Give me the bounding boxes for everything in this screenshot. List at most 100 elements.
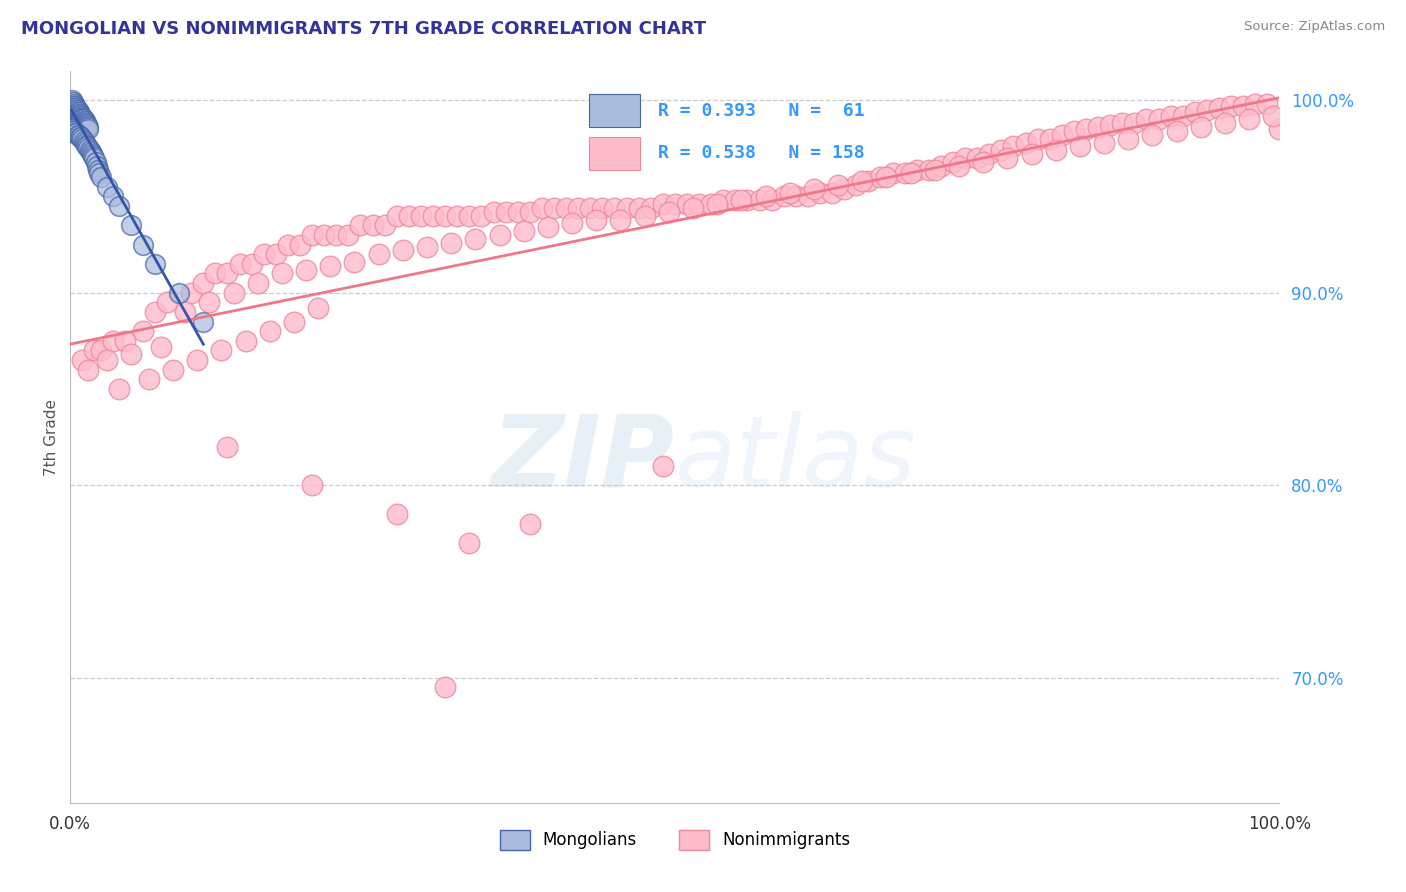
Text: Source: ZipAtlas.com: Source: ZipAtlas.com [1244,20,1385,33]
Point [63,126,86,140]
Point [754,189,776,203]
Point [246,276,269,290]
Point [120,219,142,233]
Point [651,458,673,473]
Point [101,334,124,348]
Point [658,205,681,219]
Point [724,194,747,208]
Point [392,244,415,258]
Point [1166,124,1188,138]
Point [90,343,111,358]
Point [349,219,371,233]
Point [821,186,844,200]
Point [62,124,84,138]
Point [458,536,481,550]
Point [942,154,965,169]
Point [1232,99,1254,113]
Point [1092,136,1115,150]
Point [603,201,626,215]
Point [83,151,105,165]
Point [513,224,536,238]
Point [869,170,891,185]
Point [295,262,318,277]
Point [737,194,759,208]
Point [337,227,360,242]
Point [1074,122,1097,136]
Point [1208,101,1230,115]
Point [875,170,898,185]
Point [640,201,662,215]
Point [519,516,541,531]
Point [706,197,728,211]
Point [75,118,97,132]
Text: MONGOLIAN VS NONIMMIGRANTS 7TH GRADE CORRELATION CHART: MONGOLIAN VS NONIMMIGRANTS 7TH GRADE COR… [21,20,706,37]
Point [89,166,111,180]
Point [1184,104,1206,119]
Point [222,285,245,300]
Point [96,353,118,368]
Point [1189,120,1212,135]
Point [785,189,807,203]
Point [66,128,89,142]
Point [204,267,226,281]
Point [1111,116,1133,130]
Point [416,239,439,253]
Point [69,109,91,123]
Point [808,186,831,200]
Point [1021,147,1043,161]
Point [682,201,704,215]
Point [77,120,100,135]
Point [1244,97,1267,112]
Point [76,139,98,153]
Point [90,170,111,185]
Point [711,194,734,208]
Point [162,362,184,376]
Point [1123,116,1146,130]
Point [186,353,208,368]
Point [1239,112,1261,127]
Point [240,257,263,271]
Point [1256,97,1278,112]
Point [77,122,100,136]
Point [990,143,1012,157]
Point [253,247,276,261]
Point [283,315,305,329]
Point [167,285,190,300]
Point [1063,124,1085,138]
Point [385,209,408,223]
Point [730,194,752,208]
Point [1160,109,1182,123]
Point [579,201,602,215]
Point [80,147,103,161]
Point [979,147,1001,161]
Point [120,347,142,361]
Point [446,209,468,223]
Point [107,382,129,396]
Point [270,267,294,281]
Text: atlas: atlas [675,410,917,508]
Point [72,353,94,368]
Point [73,114,96,128]
Point [530,201,553,215]
Point [761,194,783,208]
Point [482,205,505,219]
Point [180,285,202,300]
Point [198,295,221,310]
Point [193,276,215,290]
Point [422,209,444,223]
Point [966,151,988,165]
Point [174,305,197,319]
Point [77,141,100,155]
Point [63,124,86,138]
Point [882,166,904,180]
Point [797,189,820,203]
Point [664,197,686,211]
Point [918,162,941,177]
Point [211,343,233,358]
Point [101,189,124,203]
Point [143,305,166,319]
Point [67,106,90,120]
Point [264,247,287,261]
Point [1026,132,1049,146]
Point [627,201,650,215]
